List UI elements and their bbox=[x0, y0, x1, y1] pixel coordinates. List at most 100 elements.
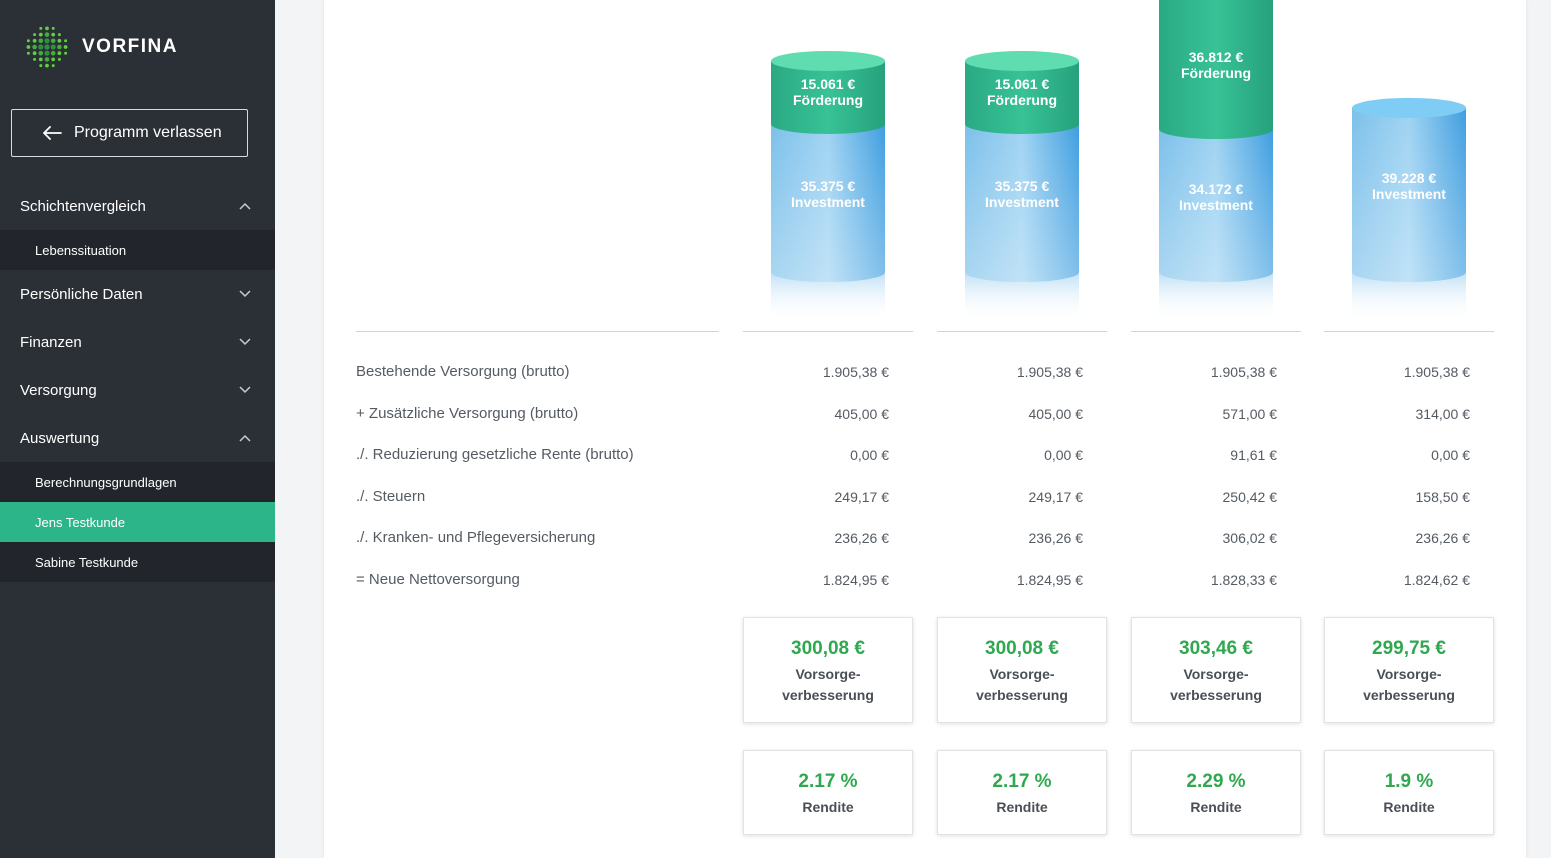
logo-dot bbox=[44, 50, 50, 56]
logo-dot bbox=[51, 26, 55, 30]
exit-program-button[interactable]: Programm verlassen bbox=[11, 109, 248, 157]
cylinder-svg bbox=[965, 50, 1079, 322]
rendite-label: Rendite bbox=[996, 799, 1048, 815]
logo-dot bbox=[63, 45, 68, 49]
table-cell: 250,42 € bbox=[1222, 489, 1278, 505]
rendite-box: 2.17 % Rendite bbox=[743, 750, 913, 835]
table-cell: 236,26 € bbox=[1028, 530, 1084, 546]
investment-shade bbox=[965, 124, 1079, 282]
logo-text: VORFINA bbox=[82, 36, 178, 57]
rendite-value: 2.17 % bbox=[992, 771, 1052, 792]
rendite-value: 2.29 % bbox=[1186, 771, 1246, 792]
investment-amount: 35.375 € bbox=[994, 178, 1050, 194]
sidebar-subitem-lebenssituation[interactable]: Lebenssituation bbox=[0, 230, 275, 270]
column-separator bbox=[937, 331, 1107, 332]
logo-dot bbox=[44, 57, 50, 62]
logo-dot bbox=[57, 38, 62, 43]
sidebar-subitem-label: Berechnungsgrundlagen bbox=[35, 474, 177, 490]
rendite-box: 2.29 % Rendite bbox=[1131, 750, 1301, 835]
cylinder-column: 39.228 € Investment bbox=[1324, 0, 1494, 333]
sidebar-subgroup: Lebenssituation bbox=[0, 230, 275, 270]
logo-dot bbox=[38, 38, 44, 44]
investment-amount: 39.228 € bbox=[1381, 169, 1437, 186]
vorsorgeverbesserung-label-line2: verbesserung bbox=[1170, 687, 1262, 703]
foerderung-cap bbox=[965, 50, 1079, 71]
vorsorgeverbesserung-label-line2: verbesserung bbox=[1363, 687, 1455, 703]
sidebar-subitem-label: Jens Testkunde bbox=[35, 514, 126, 530]
vorsorgeverbesserung-label-line1: Vorsorge- bbox=[1376, 666, 1442, 682]
sidebar-item-label: Versorgung bbox=[20, 381, 97, 399]
logo-dot bbox=[33, 33, 37, 37]
sidebar-subitem-jens-testkunde[interactable]: Jens Testkunde bbox=[0, 502, 275, 542]
logo-dot bbox=[64, 51, 68, 55]
logo-dot bbox=[45, 26, 49, 31]
rendite-box: 2.17 % Rendite bbox=[937, 750, 1107, 835]
logo-dot bbox=[38, 44, 44, 50]
vorsorgeverbesserung-label-line2: verbesserung bbox=[976, 687, 1068, 703]
chevron-down-icon bbox=[239, 338, 251, 346]
table-cell: 405,00 € bbox=[834, 406, 890, 422]
foerderung-caption: Förderung bbox=[987, 92, 1057, 109]
logo-dot bbox=[50, 44, 56, 50]
sidebar-subitem-berechnungsgrundlagen[interactable]: Berechnungsgrundlagen bbox=[0, 462, 275, 502]
table-cell: 405,00 € bbox=[1028, 406, 1084, 422]
table-cell: 306,02 € bbox=[1222, 530, 1278, 546]
exit-program-label: Programm verlassen bbox=[74, 124, 222, 141]
sidebar-item-finanzen[interactable]: Finanzen bbox=[0, 318, 275, 366]
logo-dot bbox=[57, 44, 62, 50]
logo-dot bbox=[39, 26, 43, 30]
vorsorgeverbesserung-box: 300,08 € Vorsorge-verbesserung bbox=[937, 617, 1107, 723]
sidebar-item-schichtenvergleich[interactable]: Schichtenvergleich bbox=[0, 182, 275, 230]
rendite-label: Rendite bbox=[1383, 799, 1435, 815]
column-separator bbox=[1324, 331, 1494, 332]
sidebar-subitem-label: Sabine Testkunde bbox=[35, 554, 139, 570]
logo-dot bbox=[44, 44, 50, 50]
vorsorgeverbesserung-box: 299,75 € Vorsorge-verbesserung bbox=[1324, 617, 1494, 723]
sidebar-subitem-label: Lebenssituation bbox=[35, 242, 127, 258]
foerderung-label: 15.061 € Förderung bbox=[743, 76, 913, 108]
logo-dot bbox=[32, 38, 37, 43]
cylinder-column: 36.812 € Förderung 34.172 € Investment bbox=[1131, 0, 1301, 333]
logo-dot bbox=[57, 57, 61, 61]
logo-dot bbox=[44, 32, 50, 37]
cylinder-svg bbox=[771, 50, 885, 322]
vorsorgeverbesserung-box: 303,46 € Vorsorge-verbesserung bbox=[1131, 617, 1301, 723]
arrow-left-icon bbox=[43, 126, 62, 140]
sidebar-item-persoenliche-daten[interactable]: Persönliche Daten bbox=[0, 270, 275, 318]
chevron-down-icon bbox=[239, 290, 251, 298]
sidebar-item-versorgung[interactable]: Versorgung bbox=[0, 366, 275, 414]
rendite-value: 1.9 % bbox=[1384, 771, 1434, 792]
investment-caption: Investment bbox=[1179, 196, 1253, 213]
vorfina-logo[interactable]: VORFINA bbox=[24, 24, 178, 70]
sidebar-item-label: Persönliche Daten bbox=[20, 285, 143, 303]
logo-dot bbox=[51, 57, 56, 62]
vorsorgeverbesserung-value: 300,08 € bbox=[985, 638, 1059, 659]
logo-dot bbox=[38, 57, 43, 62]
rendite-value: 2.17 % bbox=[798, 771, 858, 792]
logo-dot bbox=[45, 63, 49, 68]
logo-dot bbox=[44, 38, 50, 44]
investment-amount: 35.375 € bbox=[800, 178, 856, 194]
foerderung-caption: Förderung bbox=[793, 92, 863, 109]
sidebar-item-label: Auswertung bbox=[20, 429, 100, 447]
logo-dot bbox=[26, 45, 31, 49]
investment-shade bbox=[1159, 129, 1273, 282]
investment-shade bbox=[771, 124, 885, 282]
table-cell: 1.824,95 € bbox=[822, 572, 889, 588]
table-cell: 1.824,95 € bbox=[1016, 572, 1083, 588]
logo-dot bbox=[32, 51, 37, 56]
logo-dot bbox=[38, 32, 43, 37]
logo-dot bbox=[39, 64, 43, 68]
sidebar-nav: Schichtenvergleich Lebenssituation Persö… bbox=[0, 182, 275, 582]
sidebar-item-auswertung[interactable]: Auswertung bbox=[0, 414, 275, 462]
investment-caption: Investment bbox=[1372, 185, 1446, 202]
foerderung-segment bbox=[771, 60, 885, 134]
investment-label: 34.172 € Investment bbox=[1131, 181, 1301, 213]
logo-dot bbox=[38, 50, 44, 56]
table-cell: 249,17 € bbox=[1028, 489, 1084, 505]
investment-cap bbox=[1352, 97, 1466, 118]
vorsorgeverbesserung-box: 300,08 € Vorsorge-verbesserung bbox=[743, 617, 913, 723]
logo-dot bbox=[26, 51, 30, 55]
table-row-label: ./. Steuern bbox=[356, 488, 426, 505]
sidebar-subitem-sabine-testkunde[interactable]: Sabine Testkunde bbox=[0, 542, 275, 582]
